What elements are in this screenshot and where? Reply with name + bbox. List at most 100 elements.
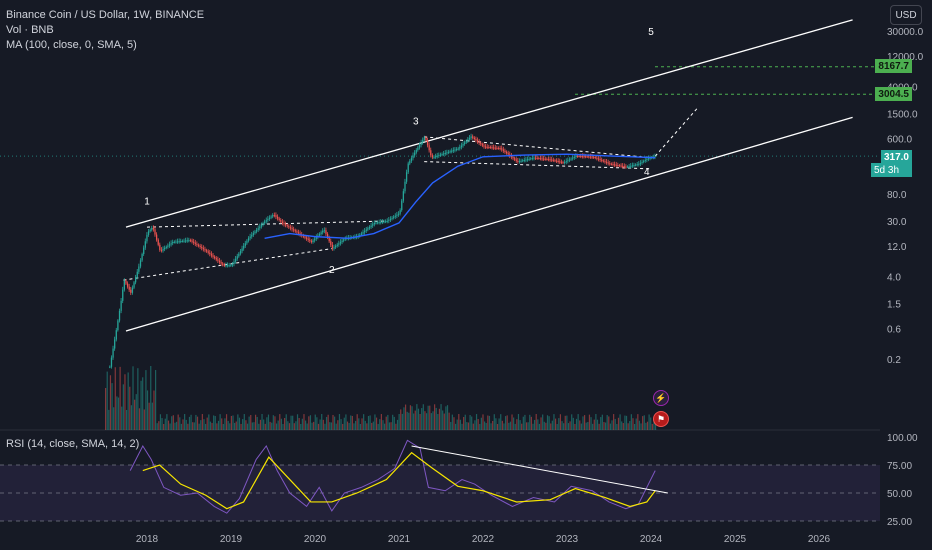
volume-bar xyxy=(219,414,221,430)
candle-body xyxy=(417,147,419,151)
volume-bar xyxy=(369,415,371,430)
volume-bar xyxy=(400,409,402,430)
candle-body xyxy=(507,153,509,155)
volume-bar xyxy=(472,423,474,430)
candle-body xyxy=(160,249,163,251)
volume-bar xyxy=(375,417,378,430)
volume-bar xyxy=(322,419,324,430)
candle-body xyxy=(639,162,642,164)
volume-bar xyxy=(588,414,591,430)
volume-bar xyxy=(166,414,168,430)
volume-bar xyxy=(137,368,139,430)
currency-button[interactable]: USD xyxy=(890,5,922,25)
volume-bar xyxy=(153,390,155,430)
volume-bar xyxy=(266,417,268,430)
candle-body xyxy=(223,264,226,266)
candle-body xyxy=(265,220,267,222)
volume-bar xyxy=(177,414,179,430)
x-tick-label: 2019 xyxy=(220,534,243,545)
candle-body xyxy=(165,246,167,248)
volume-bar xyxy=(230,415,232,430)
candle-body xyxy=(296,231,298,233)
candle-body xyxy=(152,228,155,230)
candle-body xyxy=(499,148,501,150)
candle-body xyxy=(239,251,242,254)
candle-body xyxy=(234,258,237,262)
channel-lower-line xyxy=(125,116,853,332)
x-tick-label: 2018 xyxy=(136,534,159,545)
candle-body xyxy=(460,145,463,148)
volume-bar xyxy=(579,420,581,430)
candle-body xyxy=(517,160,519,162)
candle-body xyxy=(188,240,190,242)
volume-bar xyxy=(269,421,271,430)
candle-body xyxy=(576,155,579,157)
volume-bar xyxy=(356,414,358,430)
candle-body xyxy=(175,241,177,243)
y-tick-label: 12.0 xyxy=(887,242,907,253)
candle-body xyxy=(552,159,555,161)
candle-body xyxy=(164,247,166,250)
volume-bar xyxy=(314,414,316,430)
volume-bar xyxy=(248,416,250,430)
volume-bar xyxy=(516,419,518,430)
y-tick-label: 12000.0 xyxy=(887,52,924,63)
volume-bar xyxy=(596,419,599,430)
volume-bar xyxy=(263,419,265,430)
pattern-dashed-line xyxy=(123,248,332,281)
volume-bar xyxy=(458,414,460,430)
candle-body xyxy=(299,233,301,235)
candle-body xyxy=(168,244,171,246)
candle-body xyxy=(425,137,427,141)
candle-body xyxy=(388,219,390,221)
candle-body xyxy=(497,148,500,150)
candle-body xyxy=(120,300,122,311)
volume-bar xyxy=(190,414,192,430)
candle-body xyxy=(455,149,458,151)
volume-bar xyxy=(577,414,579,430)
volume-bar xyxy=(275,423,278,430)
candle-body xyxy=(367,228,369,230)
candle-body xyxy=(212,255,214,257)
volume-bar xyxy=(396,419,399,430)
volume-bar xyxy=(492,420,494,430)
volume-bar xyxy=(372,421,374,430)
candle-body xyxy=(486,146,488,148)
rsi-tick-label: 75.00 xyxy=(887,461,912,472)
volume-bar xyxy=(363,414,365,430)
candle-body xyxy=(605,161,608,163)
volume-bar xyxy=(316,417,318,430)
candle-body xyxy=(297,232,300,234)
candle-body xyxy=(389,218,392,220)
candle-body xyxy=(330,241,332,245)
candle-body xyxy=(462,144,464,146)
candle-body xyxy=(520,160,522,162)
candle-body xyxy=(214,256,216,259)
volume-bar xyxy=(325,416,328,430)
volume-bar xyxy=(509,421,512,430)
candle-body xyxy=(376,222,379,224)
candle-body xyxy=(393,216,395,218)
volume-bar xyxy=(179,417,181,430)
candle-body xyxy=(494,147,496,149)
lightning-icon[interactable]: ⚡ xyxy=(653,390,669,406)
candle-body xyxy=(626,166,629,168)
candle-body xyxy=(185,240,187,242)
volume-bar xyxy=(298,417,300,430)
candle-body xyxy=(580,156,582,158)
candle-body xyxy=(283,223,285,225)
candle-body xyxy=(562,162,564,164)
candle-body xyxy=(304,236,306,238)
candle-body xyxy=(133,282,135,288)
flag-icon[interactable]: ⚑ xyxy=(653,411,669,427)
candle-body xyxy=(286,225,288,227)
volume-bar xyxy=(488,415,491,430)
candle-body xyxy=(173,241,176,243)
candle-body xyxy=(586,156,588,158)
candle-body xyxy=(109,366,111,368)
candle-body xyxy=(410,158,413,161)
candle-body xyxy=(201,247,203,249)
candle-body xyxy=(114,339,116,349)
volume-bar xyxy=(413,413,415,430)
